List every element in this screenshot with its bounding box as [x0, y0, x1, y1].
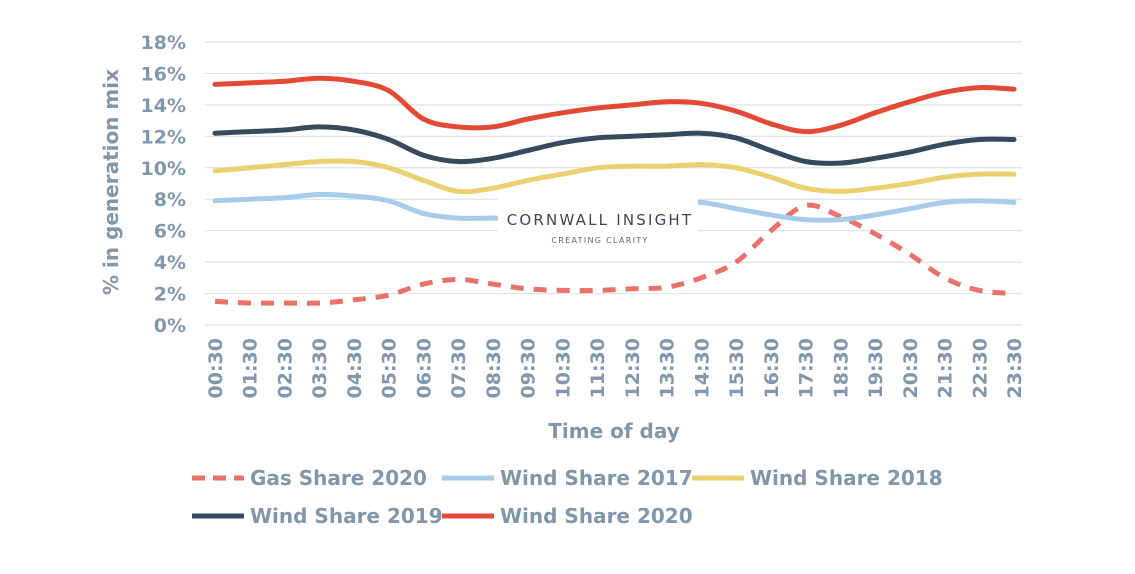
- legend-label-gas-share-2020: Gas Share 2020: [250, 466, 427, 490]
- x-tick-label: 11:30: [587, 338, 609, 398]
- x-tick-label: 04:30: [344, 338, 366, 398]
- y-axis-title: % in generation mix: [99, 69, 123, 295]
- x-tick-label: 23:30: [1004, 338, 1026, 398]
- x-tick-label: 02:30: [274, 338, 296, 398]
- x-tick-label: 19:30: [865, 338, 887, 398]
- legend-label-wind-share-2020: Wind Share 2020: [500, 504, 693, 528]
- y-tick-label: 18%: [141, 32, 186, 54]
- y-tick-label: 6%: [154, 221, 186, 243]
- x-tick-label: 14:30: [691, 338, 713, 398]
- series-line-wind-share-2019: [212, 124, 1017, 166]
- x-tick-label: 05:30: [379, 338, 401, 398]
- watermark-backdrop: [498, 197, 698, 251]
- x-tick-label: 16:30: [761, 338, 783, 398]
- x-tick-label: 00:30: [205, 338, 227, 398]
- series-line-wind-share-2020: [212, 75, 1017, 135]
- x-tick-label: 22:30: [969, 338, 991, 398]
- x-tick-label: 06:30: [413, 338, 435, 398]
- x-tick-label: 13:30: [657, 338, 679, 398]
- watermark-title: CORNWALL INSIGHT: [507, 211, 694, 229]
- x-tick-label: 12:30: [622, 338, 644, 398]
- series-line-gas-share-2020: [214, 202, 1015, 306]
- x-axis-title: Time of day: [548, 419, 680, 443]
- y-tick-label: 0%: [154, 315, 186, 337]
- x-tick-label: 17:30: [796, 338, 818, 398]
- x-tick-label: 15:30: [726, 338, 748, 398]
- x-tick-label: 10:30: [552, 338, 574, 398]
- legend: Gas Share 2020 Wind Share 2017 Wind Share …: [192, 466, 943, 528]
- watermark-logo: CORNWALL INSIGHT CREATING CLARITY: [498, 197, 698, 251]
- x-tick-label: 09:30: [518, 338, 540, 398]
- x-tick-label: 20:30: [900, 338, 922, 398]
- series-line-wind-share-2018: [212, 158, 1017, 195]
- y-tick-label: 8%: [154, 189, 186, 211]
- x-tick-label: 03:30: [309, 338, 331, 398]
- x-tick-label: 08:30: [483, 338, 505, 398]
- legend-label-wind-share-2017: Wind Share 2017: [500, 466, 693, 490]
- x-tick-label: 18:30: [830, 338, 852, 398]
- y-tick-label: 10%: [141, 158, 186, 180]
- watermark-tagline: CREATING CLARITY: [551, 236, 648, 245]
- series-layer: [212, 75, 1017, 306]
- x-tick-label: 01:30: [240, 338, 262, 398]
- y-tick-label: 16%: [141, 63, 186, 85]
- y-tick-label: 2%: [154, 284, 186, 306]
- x-axis-ticks: 00:30 01:30 02:30 03:30 04:30 05:30 06:30 07:30…: [205, 338, 1026, 398]
- y-tick-label: 14%: [141, 95, 186, 117]
- y-axis-ticks: 0% 2% 4% 6% 8% 10% 12% 14% 16% 18%: [141, 32, 186, 337]
- y-tick-label: 12%: [141, 126, 186, 148]
- y-tick-label: 4%: [154, 252, 186, 274]
- x-tick-label: 07:30: [448, 338, 470, 398]
- x-tick-label: 21:30: [935, 338, 957, 398]
- legend-label-wind-share-2019: Wind Share 2019: [250, 504, 443, 528]
- legend-label-wind-share-2018: Wind Share 2018: [750, 466, 943, 490]
